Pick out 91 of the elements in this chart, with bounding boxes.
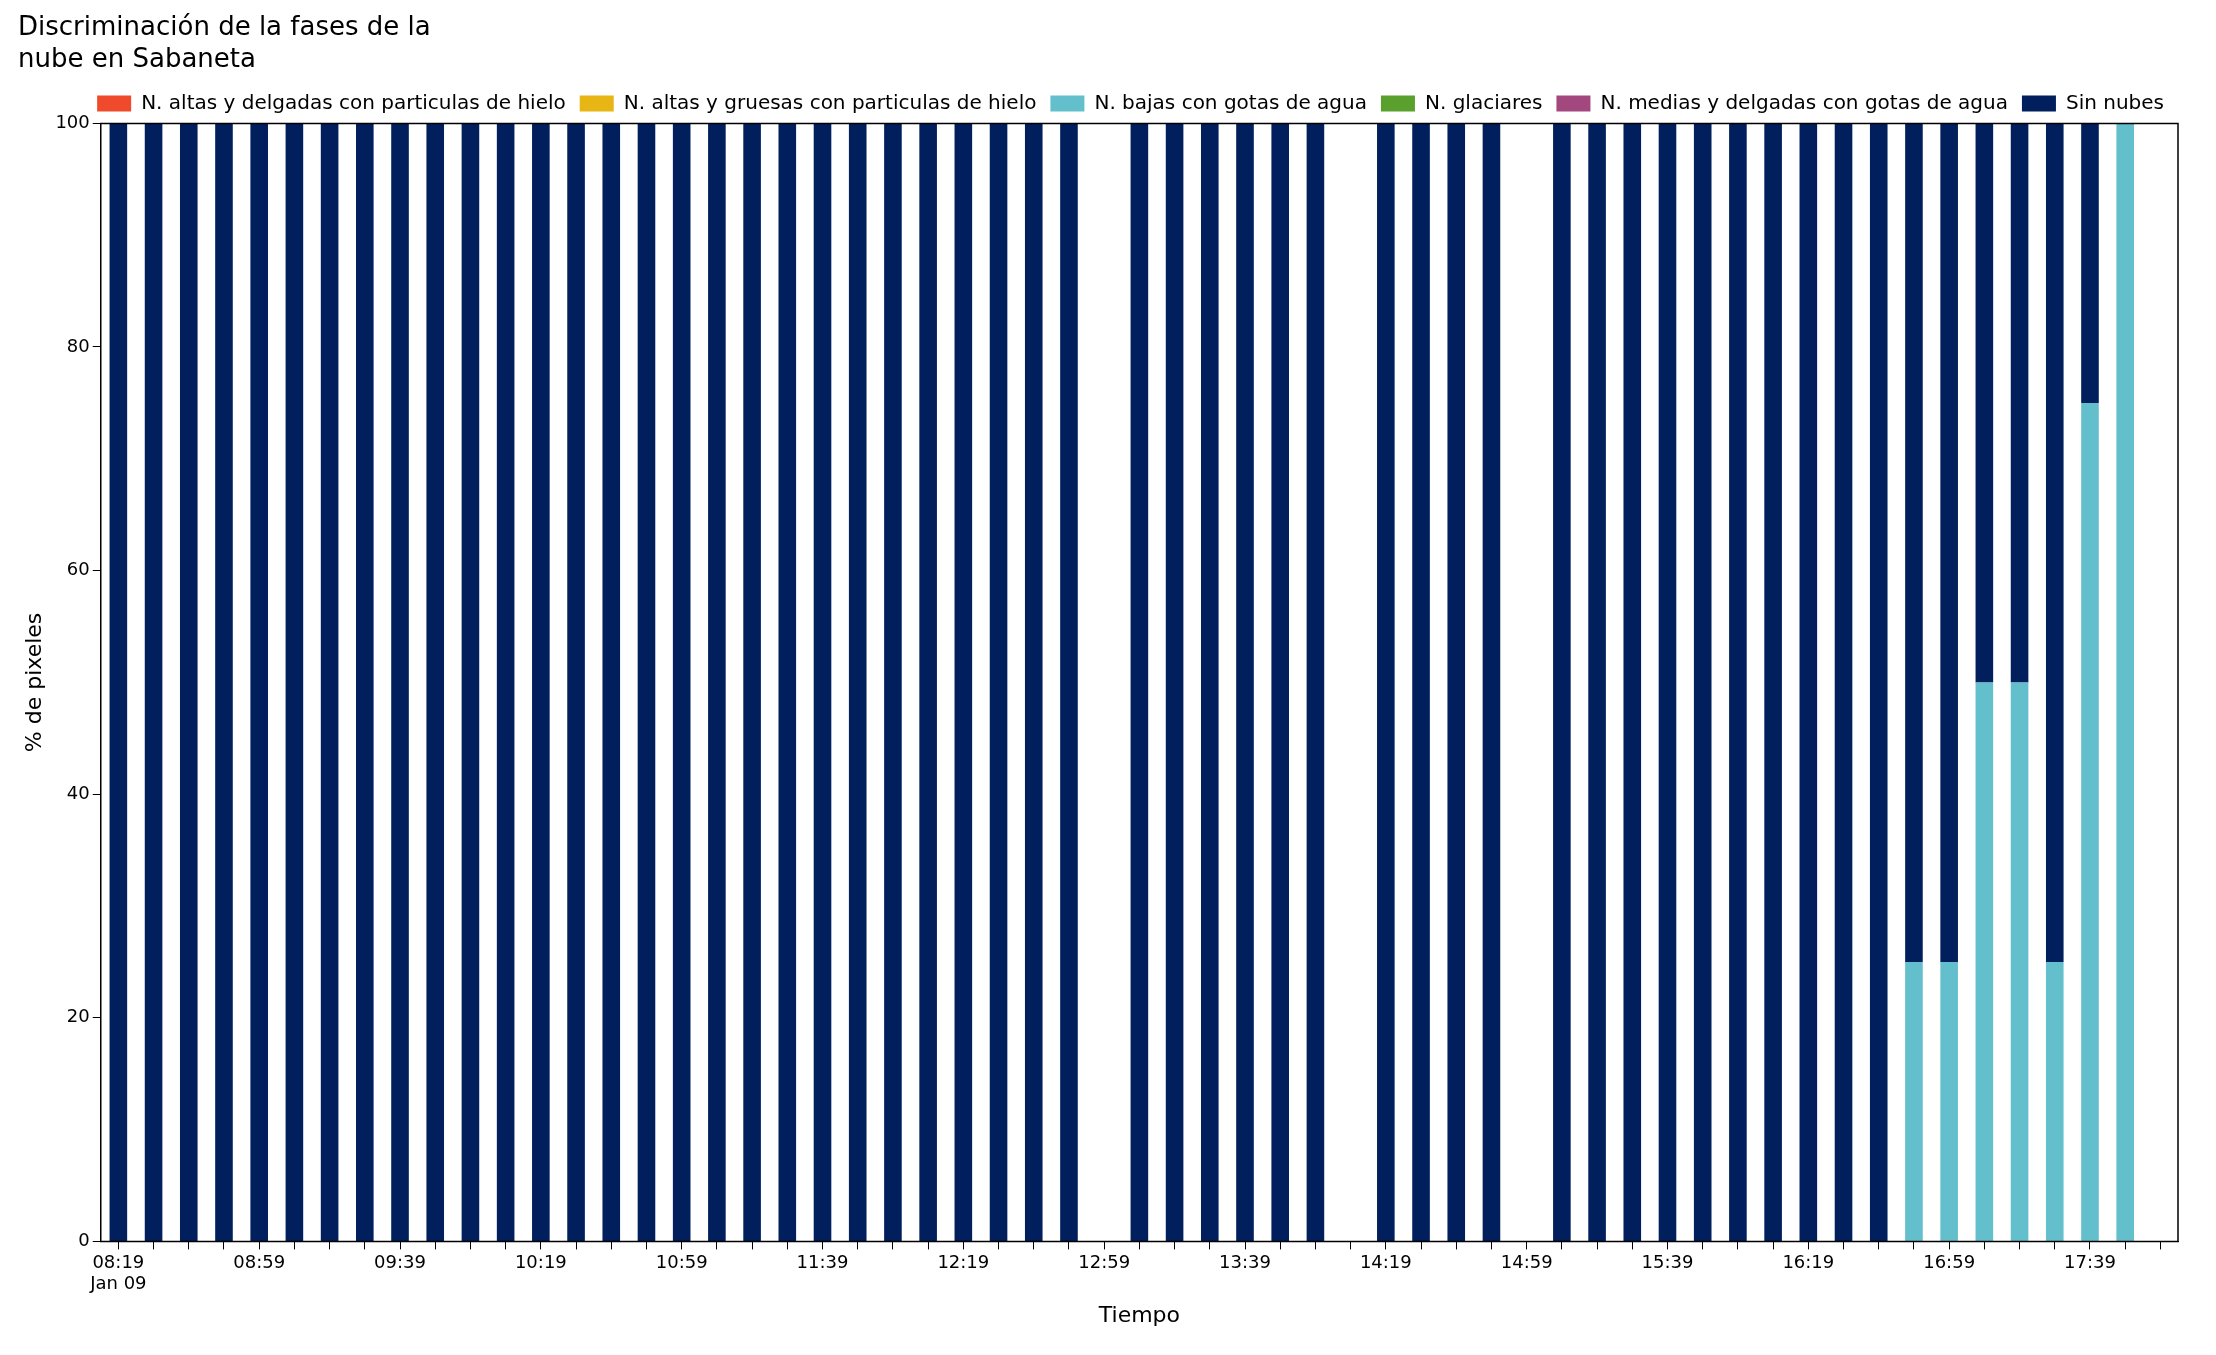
x-tick-label: 16:19	[1782, 1250, 1835, 1272]
bar	[2081, 123, 2099, 403]
bar	[426, 123, 445, 1241]
bar	[1377, 123, 1395, 1241]
bar	[1940, 123, 1958, 962]
bar	[215, 123, 233, 1241]
bar	[532, 123, 550, 1241]
bar	[567, 123, 585, 1241]
bar	[1060, 123, 1078, 1241]
bar	[954, 123, 973, 1241]
bar	[2116, 123, 2134, 1241]
legend-label: N. altas y gruesas con particulas de hielo	[623, 89, 1037, 114]
x-tick-label: 11:39	[796, 1250, 849, 1272]
x-tick-label: 14:59	[1500, 1250, 1553, 1272]
bar	[1306, 123, 1325, 1241]
x-tick-label: 10:59	[655, 1250, 708, 1272]
bar	[496, 123, 515, 1241]
bar	[919, 123, 937, 1241]
x-tick-label: 15:39	[1641, 1250, 1694, 1272]
x-tick-label: 09:39	[374, 1250, 426, 1272]
bar	[1271, 123, 1290, 1241]
legend-label: Sin nubes	[2065, 89, 2165, 114]
bar	[179, 123, 198, 1241]
bar	[1693, 123, 1712, 1241]
legend-label: N. glaciares	[1424, 89, 1543, 114]
bar	[1658, 123, 1677, 1241]
bar	[2010, 682, 2029, 1241]
bar	[602, 123, 621, 1241]
x-tick-label: 10:19	[514, 1250, 567, 1272]
legend-label: N. altas y delgadas con particulas de hielo	[141, 89, 566, 114]
bar	[144, 123, 163, 1241]
bar	[356, 123, 374, 1241]
y-tick-label: 100	[55, 111, 90, 133]
y-axis-title: % de pixeles	[20, 612, 46, 753]
bar	[2045, 961, 2064, 1241]
bar	[1024, 123, 1043, 1241]
bar	[461, 123, 480, 1241]
x-tick-label: 08:59	[233, 1250, 286, 1272]
y-tick-label: 20	[66, 1005, 90, 1027]
y-tick-label: 0	[78, 1229, 90, 1251]
legend-label: N. bajas con gotas de agua	[1094, 89, 1367, 114]
bar	[391, 123, 409, 1241]
bar	[1553, 123, 1571, 1241]
x-tick-label: 08:19 Jan 09	[89, 1250, 147, 1294]
bar	[250, 123, 268, 1241]
bar	[2045, 123, 2064, 962]
x-tick-label: 12:59	[1078, 1250, 1131, 1272]
bar	[1764, 123, 1782, 1241]
bar	[1447, 123, 1466, 1241]
bar	[1940, 961, 1958, 1241]
bar	[2010, 123, 2029, 683]
bar	[813, 123, 832, 1241]
bar	[109, 123, 128, 1241]
bar	[672, 123, 691, 1241]
bar	[1834, 123, 1853, 1241]
x-tick-label: 13:39	[1219, 1250, 1271, 1272]
bar	[1729, 123, 1747, 1241]
x-tick-label: 14:19	[1359, 1250, 1412, 1272]
chart-title: Discriminación de la fases de la nube en Sabaneta	[18, 11, 431, 73]
bar	[884, 123, 902, 1241]
bar	[778, 123, 797, 1241]
y-tick-label: 40	[66, 781, 90, 803]
bar	[1623, 123, 1642, 1241]
bar	[285, 123, 304, 1241]
x-axis-title: Tiempo	[1097, 1301, 1181, 1327]
bar	[1799, 123, 1818, 1241]
bar	[1236, 123, 1254, 1241]
y-tick-label: 60	[66, 558, 90, 580]
bar	[989, 123, 1008, 1241]
bar	[1975, 682, 1994, 1241]
bar	[1905, 961, 1923, 1241]
x-tick-label: 12:19	[937, 1250, 990, 1272]
legend-label: N. medias y delgadas con gotas de agua	[1600, 89, 2008, 114]
bar	[1905, 123, 1923, 962]
bar	[1165, 123, 1184, 1241]
bar	[708, 123, 726, 1241]
bar	[1975, 123, 1994, 683]
bar	[848, 123, 867, 1241]
bar	[1130, 123, 1149, 1241]
bar	[1588, 123, 1606, 1241]
y-tick-label: 80	[66, 334, 90, 356]
bar	[1869, 123, 1888, 1241]
bar	[1412, 123, 1430, 1241]
x-tick-label: 16:59	[1923, 1250, 1976, 1272]
bar	[2081, 402, 2099, 1241]
bar	[1482, 123, 1501, 1241]
bar	[320, 123, 339, 1241]
bar	[637, 123, 656, 1241]
bar	[1200, 123, 1219, 1241]
bar	[743, 123, 761, 1241]
x-tick-label: 17:39	[2064, 1250, 2116, 1272]
